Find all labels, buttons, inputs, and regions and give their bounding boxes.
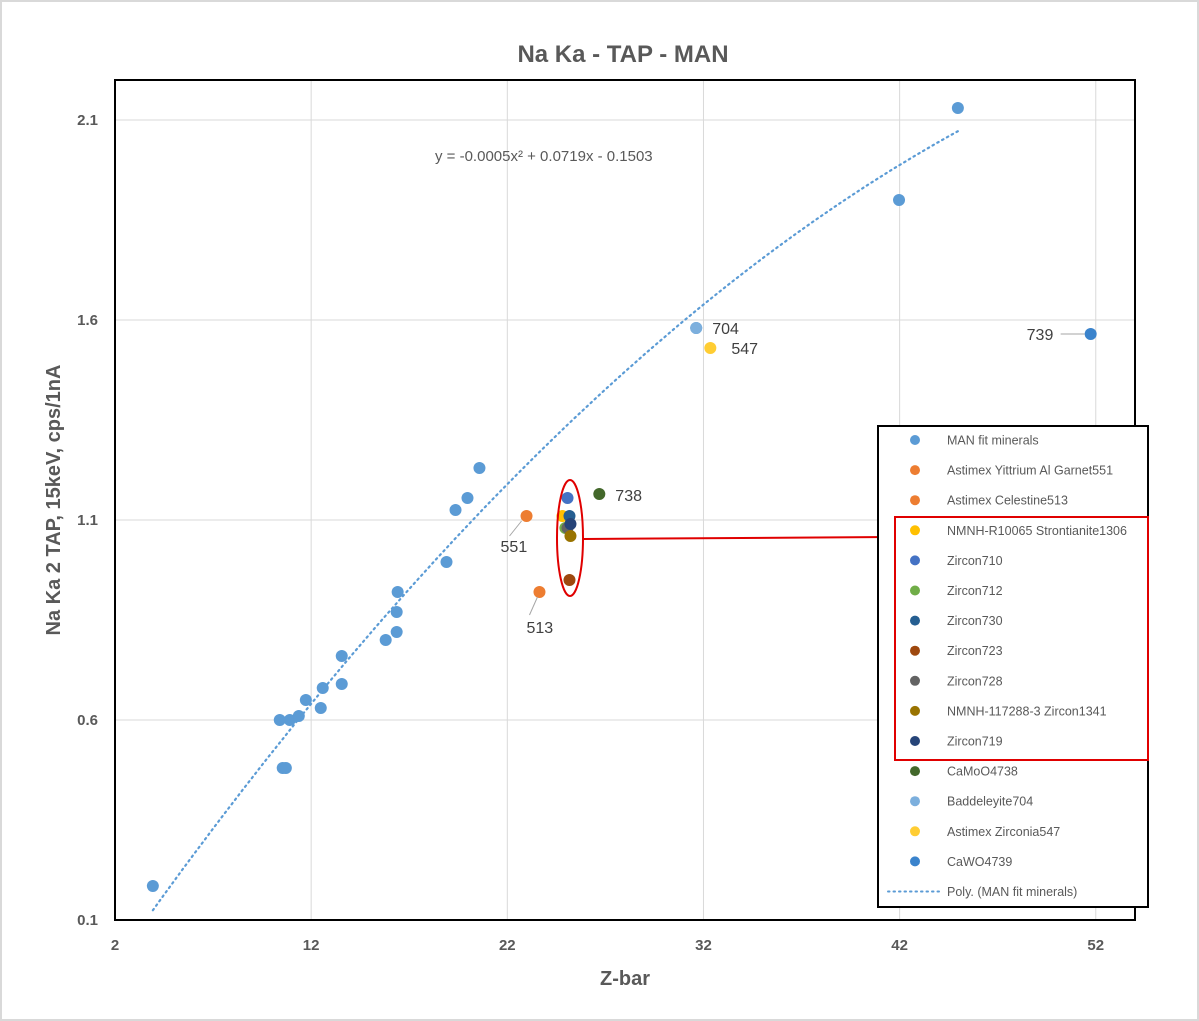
legend-marker <box>910 495 920 506</box>
data-point <box>391 586 404 598</box>
legend-entry: Baddeleyite704 <box>947 795 1033 809</box>
trendline-group <box>151 130 959 912</box>
data-point <box>316 682 329 694</box>
y-axis-title: Na Ka 2 TAP, 15keV, cps/1nA <box>43 365 65 636</box>
data-point <box>1084 328 1097 340</box>
data-label: 739 <box>1027 327 1054 344</box>
data-point <box>533 586 546 598</box>
data-points <box>146 102 1097 892</box>
data-point <box>390 606 403 618</box>
data-point <box>314 702 327 714</box>
legend-box <box>877 425 1149 908</box>
legend-entry: NMNH-117288-3 Zircon1341 <box>947 704 1107 718</box>
legend-entry-trendline: Poly. (MAN fit minerals) <box>947 885 1077 899</box>
x-tick-label: 32 <box>695 937 712 954</box>
y-tick-label: 1.1 <box>77 512 98 529</box>
data-point <box>690 322 703 334</box>
legend-marker <box>910 675 920 686</box>
legend-marker <box>910 525 920 536</box>
legend-marker <box>910 796 920 807</box>
data-point <box>279 762 292 774</box>
legend-entry: Zircon710 <box>947 554 1003 568</box>
data-point <box>449 504 462 516</box>
legend-marker <box>910 555 920 566</box>
data-point <box>564 530 577 542</box>
trendline <box>151 130 959 912</box>
legend-entry: CaMoO4738 <box>947 765 1018 779</box>
x-tick-label: 22 <box>499 937 516 954</box>
data-point <box>704 342 717 354</box>
legend: MAN fit minerals Astimex Yittrium Al Garn… <box>877 425 1149 908</box>
x-tick-label: 12 <box>303 937 320 954</box>
data-point <box>299 694 312 706</box>
legend-entry: CaWO4739 <box>947 855 1012 869</box>
trendline-equation: y = -0.0005x² + 0.0719x - 0.1503 <box>435 148 653 165</box>
legend-entry: MAN fit minerals <box>947 434 1039 448</box>
legend-marker <box>910 645 920 656</box>
data-point <box>563 574 576 586</box>
data-point <box>292 710 305 722</box>
x-tick-label: 2 <box>111 937 119 954</box>
data-point <box>593 488 606 500</box>
y-tick-label: 0.1 <box>77 912 98 929</box>
data-point <box>893 194 906 206</box>
data-label: 547 <box>731 341 758 358</box>
data-point <box>520 510 533 522</box>
legend-entry: NMNH-R10065 Strontianite1306 <box>947 524 1127 538</box>
y-tick-label: 0.6 <box>77 712 98 729</box>
legend-marker <box>910 736 920 746</box>
data-point <box>335 678 348 690</box>
legend-entry: Astimex Zirconia547 <box>947 825 1060 839</box>
x-tick-label: 42 <box>891 937 908 954</box>
legend-entry: Zircon728 <box>947 674 1003 688</box>
legend-entry: Zircon730 <box>947 614 1003 628</box>
highlight-connector-line <box>582 536 897 540</box>
data-point <box>564 518 577 530</box>
data-point <box>273 714 286 726</box>
data-point <box>473 462 486 474</box>
legend-marker <box>910 435 920 445</box>
data-point <box>390 626 403 638</box>
data-point <box>561 492 574 504</box>
legend-entry: Astimex Celestine513 <box>947 494 1068 508</box>
legend-entry: Zircon723 <box>947 644 1003 658</box>
y-tick-label: 2.1 <box>77 112 98 129</box>
legend-entry: Astimex Yittrium Al Garnet551 <box>947 464 1113 478</box>
x-tick-labels: 2 12 22 32 42 52 <box>111 937 1104 954</box>
data-label-leader <box>509 520 522 537</box>
legend-marker <box>910 766 920 777</box>
legend-marker <box>910 826 920 837</box>
data-point <box>283 714 296 726</box>
data-label: 551 <box>501 539 528 556</box>
data-point <box>951 102 964 114</box>
legend-marker <box>910 705 920 716</box>
data-point <box>146 880 159 892</box>
legend-marker <box>910 585 920 596</box>
x-tick-label: 52 <box>1087 937 1104 954</box>
data-point <box>379 634 392 646</box>
legend-marker <box>910 465 920 476</box>
data-label: 513 <box>526 620 553 637</box>
data-label-leader <box>529 596 538 616</box>
legend-entry: Zircon712 <box>947 584 1003 598</box>
legend-highlight-box <box>894 516 1149 761</box>
data-label: 704 <box>712 321 739 338</box>
x-axis-title: Z-bar <box>600 968 650 990</box>
data-point <box>440 556 453 568</box>
legend-marker <box>910 856 920 867</box>
data-labels: 551 513 738 704 547 739 <box>501 321 1085 637</box>
legend-marker <box>910 615 920 626</box>
legend-entry: Zircon719 <box>947 735 1003 749</box>
y-tick-label: 1.6 <box>77 312 98 329</box>
data-label: 738 <box>615 488 642 505</box>
y-tick-labels: 0.1 0.6 1.1 1.6 2.1 <box>77 112 98 929</box>
data-point <box>335 650 348 662</box>
data-point <box>461 492 474 504</box>
chart-title: Na Ka - TAP - MAN <box>517 41 728 68</box>
